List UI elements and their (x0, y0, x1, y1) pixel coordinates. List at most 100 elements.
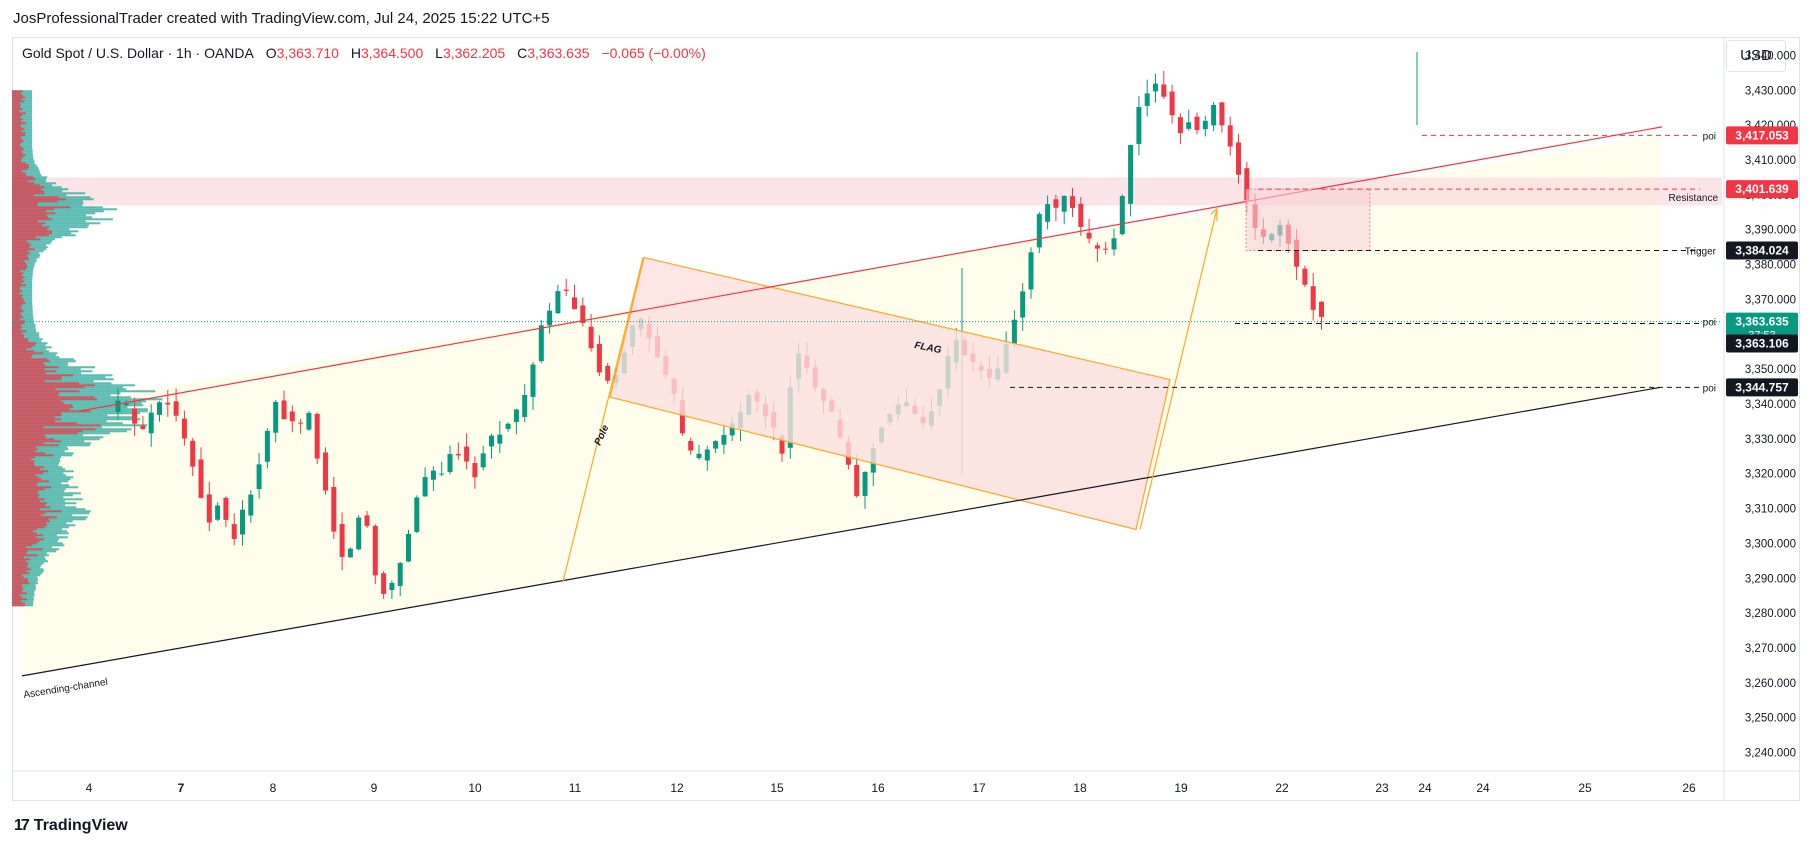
price-badge: 3,401.639 (1726, 180, 1798, 199)
candle-body (1219, 102, 1225, 126)
volume-profile-bar (12, 112, 26, 115)
volume-profile-bar (12, 492, 81, 495)
volume-profile-bar (12, 476, 74, 479)
candle-body (1236, 142, 1241, 175)
volume-profile-bar (12, 404, 144, 407)
candle-body (231, 524, 237, 540)
tradingview-logo[interactable]: 17 TradingView (14, 817, 128, 835)
volume-profile-bar (12, 474, 36, 477)
volume-profile-bar (12, 134, 26, 137)
volume-profile-bar (12, 160, 21, 163)
volume-profile-bar (12, 530, 68, 533)
candle-body (173, 401, 179, 416)
symbol-name[interactable]: Gold Spot / U.S. Dollar · 1h · OANDA (22, 45, 254, 61)
candle-body (414, 497, 420, 532)
candle-body (455, 453, 461, 456)
volume-profile-bar (12, 490, 39, 493)
volume-profile-bar (12, 184, 40, 187)
volume-profile-bar (12, 426, 44, 429)
volume-profile-bar (12, 292, 20, 295)
candle-body (331, 487, 337, 532)
volume-profile-bar (12, 92, 32, 95)
close-label: C (517, 45, 528, 61)
volume-profile-bar (12, 366, 59, 369)
candle-body (439, 473, 445, 475)
volume-profile-bar (12, 118, 23, 121)
volume-profile-bar (12, 312, 21, 315)
candle-body (472, 463, 478, 478)
high-value: 3,364.500 (360, 45, 424, 61)
time-tick-label: 26 (1682, 781, 1696, 795)
candle-body (497, 434, 503, 444)
price-badge-text: 3,363.635 (1735, 315, 1789, 329)
volume-profile-bar (12, 484, 37, 487)
volume-profile-bar (12, 594, 20, 597)
resistance-zone (12, 177, 1722, 206)
volume-profile-bar (12, 394, 111, 397)
volume-profile-bar (12, 478, 42, 481)
volume-profile-bar (12, 598, 28, 601)
volume-profile-bar (12, 444, 59, 447)
volume-profile-bar (12, 332, 40, 335)
volume-profile-bar (12, 308, 33, 311)
volume-profile-bar (12, 414, 62, 417)
volume-profile-bar (12, 602, 25, 605)
volume-profile-bar (12, 382, 79, 385)
volume-profile-bar (12, 150, 33, 153)
symbol-legend: Gold Spot / U.S. Dollar · 1h · OANDA O3,… (22, 45, 706, 61)
volume-profile-bar (12, 596, 34, 599)
volume-profile-bar (12, 376, 62, 379)
volume-profile-bar (12, 590, 22, 593)
volume-profile-bar (12, 338, 29, 341)
target-projection-line (1139, 208, 1218, 530)
candle-body (588, 326, 594, 349)
volume-profile-bar (12, 354, 33, 357)
volume-profile-bar (12, 260, 25, 263)
volume-profile-bar (12, 340, 29, 343)
volume-profile-bar (12, 426, 103, 429)
volume-profile-bar (12, 604, 26, 607)
volume-profile-bar (12, 560, 27, 563)
volume-profile-bar (12, 136, 21, 139)
volume-profile-bar (12, 390, 156, 393)
volume-profile-bar (12, 378, 114, 381)
volume-profile-bar (12, 358, 48, 361)
price-tick-label: 3,440.000 (1745, 50, 1796, 62)
volume-profile-bar (12, 204, 83, 207)
candle-body (1053, 199, 1059, 208)
currency-button[interactable]: USD (1726, 40, 1786, 72)
volume-profile-bar (12, 170, 22, 173)
volume-profile-bar (12, 130, 22, 133)
candle-body (256, 464, 262, 490)
volume-profile-bar (12, 400, 62, 403)
candle-body (862, 471, 868, 496)
price-tick-label: 3,250.000 (1745, 713, 1796, 725)
volume-profile-bar (12, 146, 22, 149)
volume-profile-bar (12, 344, 35, 347)
candle-body (1144, 93, 1150, 106)
volume-profile-bar (12, 280, 25, 283)
candle-body (1128, 144, 1134, 204)
candle-body (165, 402, 171, 405)
price-tick-label: 3,390.000 (1745, 225, 1796, 237)
flag-channel (609, 256, 1171, 531)
price-tick-label: 3,380.000 (1745, 260, 1796, 272)
volume-profile-bar (12, 194, 67, 197)
volume-profile-bar (12, 570, 27, 573)
volume-profile-bar (12, 402, 65, 405)
candle-body (314, 413, 320, 459)
candle-body (1194, 116, 1200, 130)
volume-profile-bar (12, 578, 29, 581)
volume-profile-bar (12, 368, 81, 371)
volume-profile-bar (12, 476, 39, 479)
volume-profile-bar (12, 532, 69, 535)
price-tick-label: 3,340.000 (1745, 399, 1796, 411)
candle-body (779, 436, 785, 454)
volume-profile-bar (12, 456, 62, 459)
volume-profile-bar (12, 472, 44, 475)
candle-body (596, 343, 602, 373)
time-tick-label: 24 (1418, 781, 1432, 795)
volume-profile-bar (12, 312, 33, 315)
candle-body (1186, 122, 1192, 129)
